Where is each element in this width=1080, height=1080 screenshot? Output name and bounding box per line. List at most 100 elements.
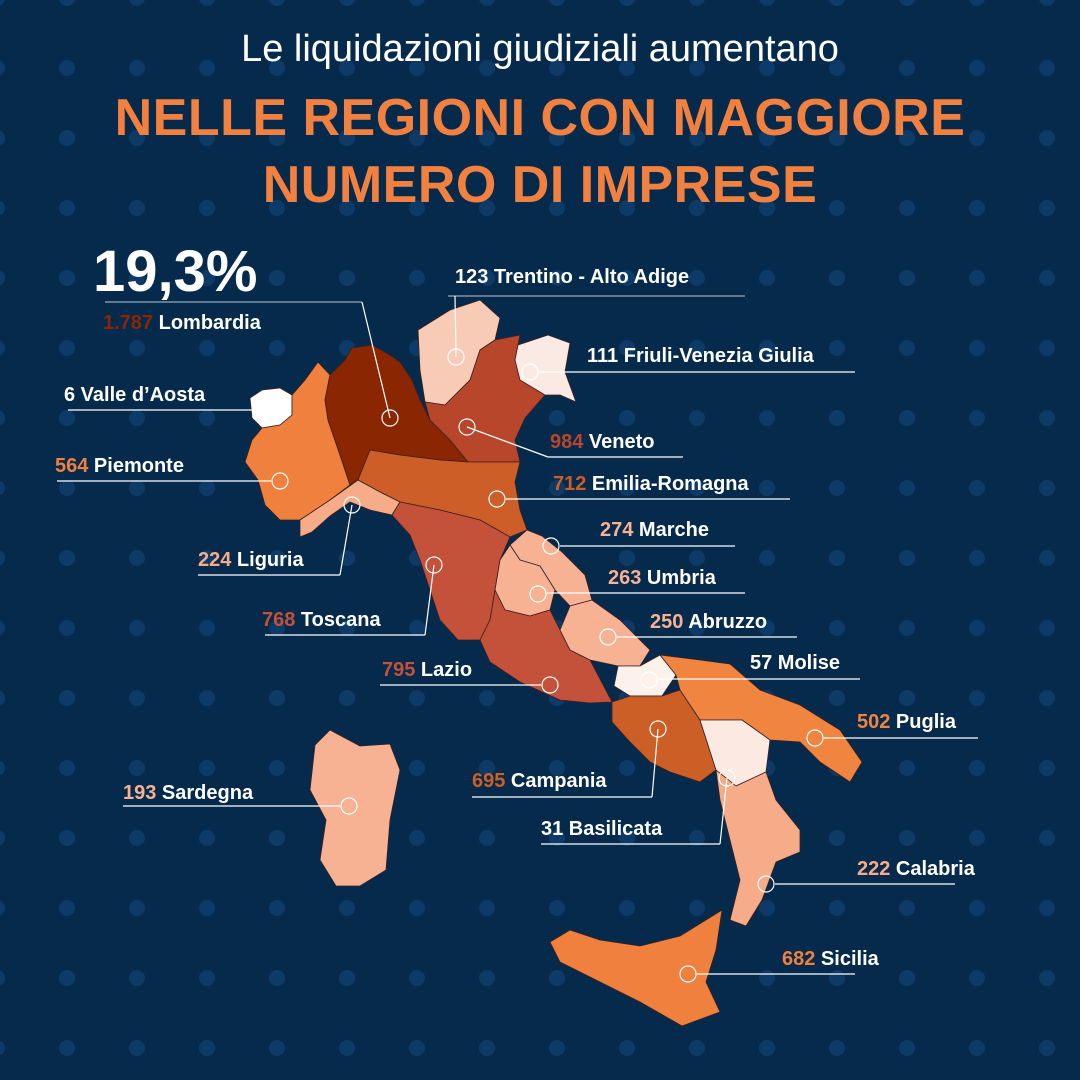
region-value: 502 [857,711,891,733]
region-value: 984 [550,431,584,453]
region-value: 274 [600,519,634,541]
label-marche: 274 Marche [600,519,709,542]
region-marker [447,348,465,366]
region-marker [542,537,560,555]
label-trentino: 123 Trentino - Alto Adige [455,266,689,289]
region-value: 1.787 [103,312,154,334]
region-name: Toscana [295,609,381,631]
leader-connector [339,504,353,576]
region-name: Basilicata [563,818,663,840]
label-calabria: 222 Calabria [857,858,975,881]
region-value: 250 [650,611,684,633]
region-name: Liguria [231,549,304,571]
region-value: 682 [782,948,816,970]
leader-connector [719,777,728,845]
region-friuli [514,334,577,403]
region-marker [718,769,736,787]
region-marker [806,729,824,747]
region-marker [488,490,506,508]
region-marker [599,628,617,646]
label-friuli: 111 Friuli-Venezia Giulia [587,345,814,368]
region-molise [613,654,677,697]
region-value: 263 [608,567,642,589]
region-marker [757,875,775,893]
region-value: 224 [198,549,232,571]
title-line-3: NUMERO DI IMPRESE [262,156,818,214]
label-abruzzo: 250 Abruzzo [650,611,767,634]
region-value: 6 [64,384,76,406]
region-puglia [659,654,863,783]
region-value: 57 [750,652,773,674]
region-name: Veneto [583,431,655,453]
region-marker [425,556,443,574]
region-sardegna [309,729,401,887]
region-value: 31 [541,818,564,840]
region-name: Emilia-Romagna [586,473,749,495]
leader-connector [454,295,457,358]
region-value: 768 [262,609,296,631]
region-name: Puglia [890,711,956,733]
label-lazio: 795 Lazio [382,659,472,682]
region-marker [529,585,547,603]
region-marker [271,472,289,490]
region-name: Umbria [641,567,716,589]
region-marker [343,496,361,514]
region-name: Campania [505,770,607,792]
region-marker [258,401,276,419]
region-name: Abruzzo [683,611,768,633]
label-puglia: 502 Puglia [857,711,956,734]
region-name: Valle d’Aosta [75,384,206,406]
region-marker [521,363,539,381]
region-calabria [715,769,801,927]
region-name: Friuli-Venezia Giulia [618,345,814,367]
region-name: Calabria [890,858,975,880]
region-marker [340,797,358,815]
region-value: 712 [553,473,587,495]
leader-connector [424,564,435,636]
label-piemonte: 564 Piemonte [55,455,184,478]
label-liguria: 224 Liguria [198,549,304,572]
region-campania [611,689,717,783]
label-umbria: 263 Umbria [608,567,716,590]
region-value: 111 [587,345,619,367]
leader-connector [651,728,659,798]
region-name: Lazio [415,659,473,681]
region-value: 795 [382,659,416,681]
lombardia-percentage: 19,3% [93,239,258,304]
label-veneto: 984 Veneto [550,431,655,454]
title-line-1: Le liquidazioni giudiziali aumentano [241,28,839,70]
region-marker [381,409,399,427]
region-marker [458,418,476,436]
region-sicilia [549,909,723,1027]
region-name: Sardegna [156,782,254,804]
region-marker [541,676,559,694]
region-value: 695 [472,770,506,792]
label-sicilia: 682 Sicilia [782,948,879,971]
region-name: Trentino - Alto Adige [488,266,690,288]
region-value: 222 [857,858,891,880]
region-value: 193 [123,782,157,804]
region-marker [679,965,697,983]
label-sardegna: 193 Sardegna [123,782,253,805]
region-marker [649,720,667,738]
region-name: Molise [772,652,841,674]
region-marker [640,671,658,689]
region-liguria [299,479,401,538]
region-name: Sicilia [815,948,879,970]
region-name: Piemonte [88,455,184,477]
label-molise: 57 Molise [750,652,840,675]
region-name: Lombardia [153,312,261,334]
region-value: 564 [55,455,89,477]
leader-connector [466,426,549,458]
title-line-2: NELLE REGIONI CON MAGGIORE [114,89,966,147]
region-value: 123 [455,266,489,288]
leader-connector [361,301,391,419]
label-campania: 695 Campania [472,770,607,793]
label-valle: 6 Valle d’Aosta [64,384,205,407]
region-name: Marche [633,519,709,541]
label-basilicata: 31 Basilicata [541,818,662,841]
label-toscana: 768 Toscana [262,609,381,632]
label-lombardia: 1.787 Lombardia [103,312,261,335]
label-emilia: 712 Emilia-Romagna [553,473,749,496]
